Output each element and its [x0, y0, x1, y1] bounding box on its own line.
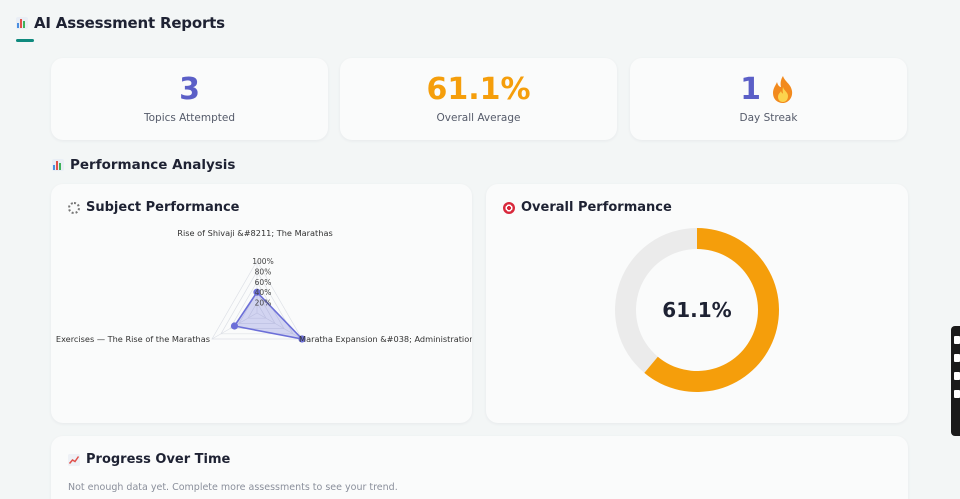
progress-panel: Progress Over Time Not enough data yet. …: [51, 436, 908, 499]
radar-data-point: [230, 322, 239, 330]
panel-title-text: Subject Performance: [86, 200, 240, 215]
stat-label-topics: Topics Attempted: [143, 112, 236, 124]
streak-count: 1: [740, 72, 761, 107]
panel-title-subject: Subject Performance: [68, 200, 240, 215]
radar-grid-ring: [238, 291, 276, 324]
gear-icon: [68, 201, 80, 214]
stat-label-streak: Day Streak: [739, 112, 798, 124]
side-dock[interactable]: [951, 326, 960, 436]
radar-tick-label: 80%: [255, 267, 272, 276]
title-underline: [16, 39, 34, 42]
target-icon: [503, 201, 515, 214]
stat-card-topics: 3 Topics Attempted: [51, 58, 328, 140]
radar-tick-label: 60%: [255, 278, 272, 287]
topics-count: 3: [179, 72, 200, 107]
radar-grid-ring: [247, 301, 267, 319]
stat-label-average: Overall Average: [436, 112, 521, 124]
radar-chart: 100%80% 60%40% 20% Rise of Shivaji &#8211; …: [56, 228, 472, 344]
bar-chart-icon: [52, 159, 64, 171]
doughnut-center-label: 61.1%: [662, 298, 731, 322]
doughnut-chart: 61.1%: [615, 228, 779, 392]
page-title-text: AI Assessment Reports: [34, 14, 225, 32]
panel-title-progress: Progress Over Time: [68, 452, 230, 467]
panel-title-text: Progress Over Time: [86, 452, 231, 467]
radar-category-label: Maratha Expansion &#038; Administration: [299, 334, 472, 344]
line-chart-icon: [68, 453, 80, 466]
overall-performance-panel: Overall Performance 61.1%: [486, 184, 908, 423]
radar-category-label: Exercises — The Rise of the Marathas: [56, 334, 210, 344]
stat-value-topics: 3: [51, 72, 328, 108]
subject-performance-panel: Subject Performance 100% 80% 60% 40% 20% Rise…: [51, 184, 472, 423]
fire-icon: [772, 76, 793, 103]
panel-title-overall: Overall Performance: [503, 200, 672, 215]
stat-card-streak: 1 Day Streak: [630, 58, 907, 140]
radar-spoke: [256, 312, 303, 340]
radar-tick-label: 100%: [252, 257, 273, 266]
stat-value-average: 61.1%: [340, 72, 617, 108]
doughnut-slice-remaining: [615, 228, 697, 373]
radar-tick-label: 40%: [255, 288, 272, 297]
bar-chart-icon: [16, 17, 28, 29]
stat-value-streak: 1: [630, 72, 907, 108]
section-title-performance: Performance Analysis: [52, 157, 235, 173]
radar-data-point: [253, 288, 261, 296]
average-value: 61.1%: [426, 72, 531, 107]
radar-data-point: [298, 335, 306, 343]
radar-series-area: [233, 290, 305, 341]
radar-grid-ring: [220, 270, 294, 335]
section-title-text: Performance Analysis: [70, 157, 236, 173]
panel-title-text: Overall Performance: [521, 200, 672, 215]
doughnut-slice-score: [644, 228, 779, 392]
stat-card-average: 61.1% Overall Average: [340, 58, 617, 140]
radar-tick-label: 20%: [255, 299, 272, 308]
radar-grid-ring: [211, 260, 303, 340]
empty-state-message: Not enough data yet. Complete more asses…: [68, 482, 398, 493]
radar-category-label: Rise of Shivaji &#8211; The Marathas: [177, 228, 332, 238]
page-title: AI Assessment Reports: [16, 14, 225, 32]
